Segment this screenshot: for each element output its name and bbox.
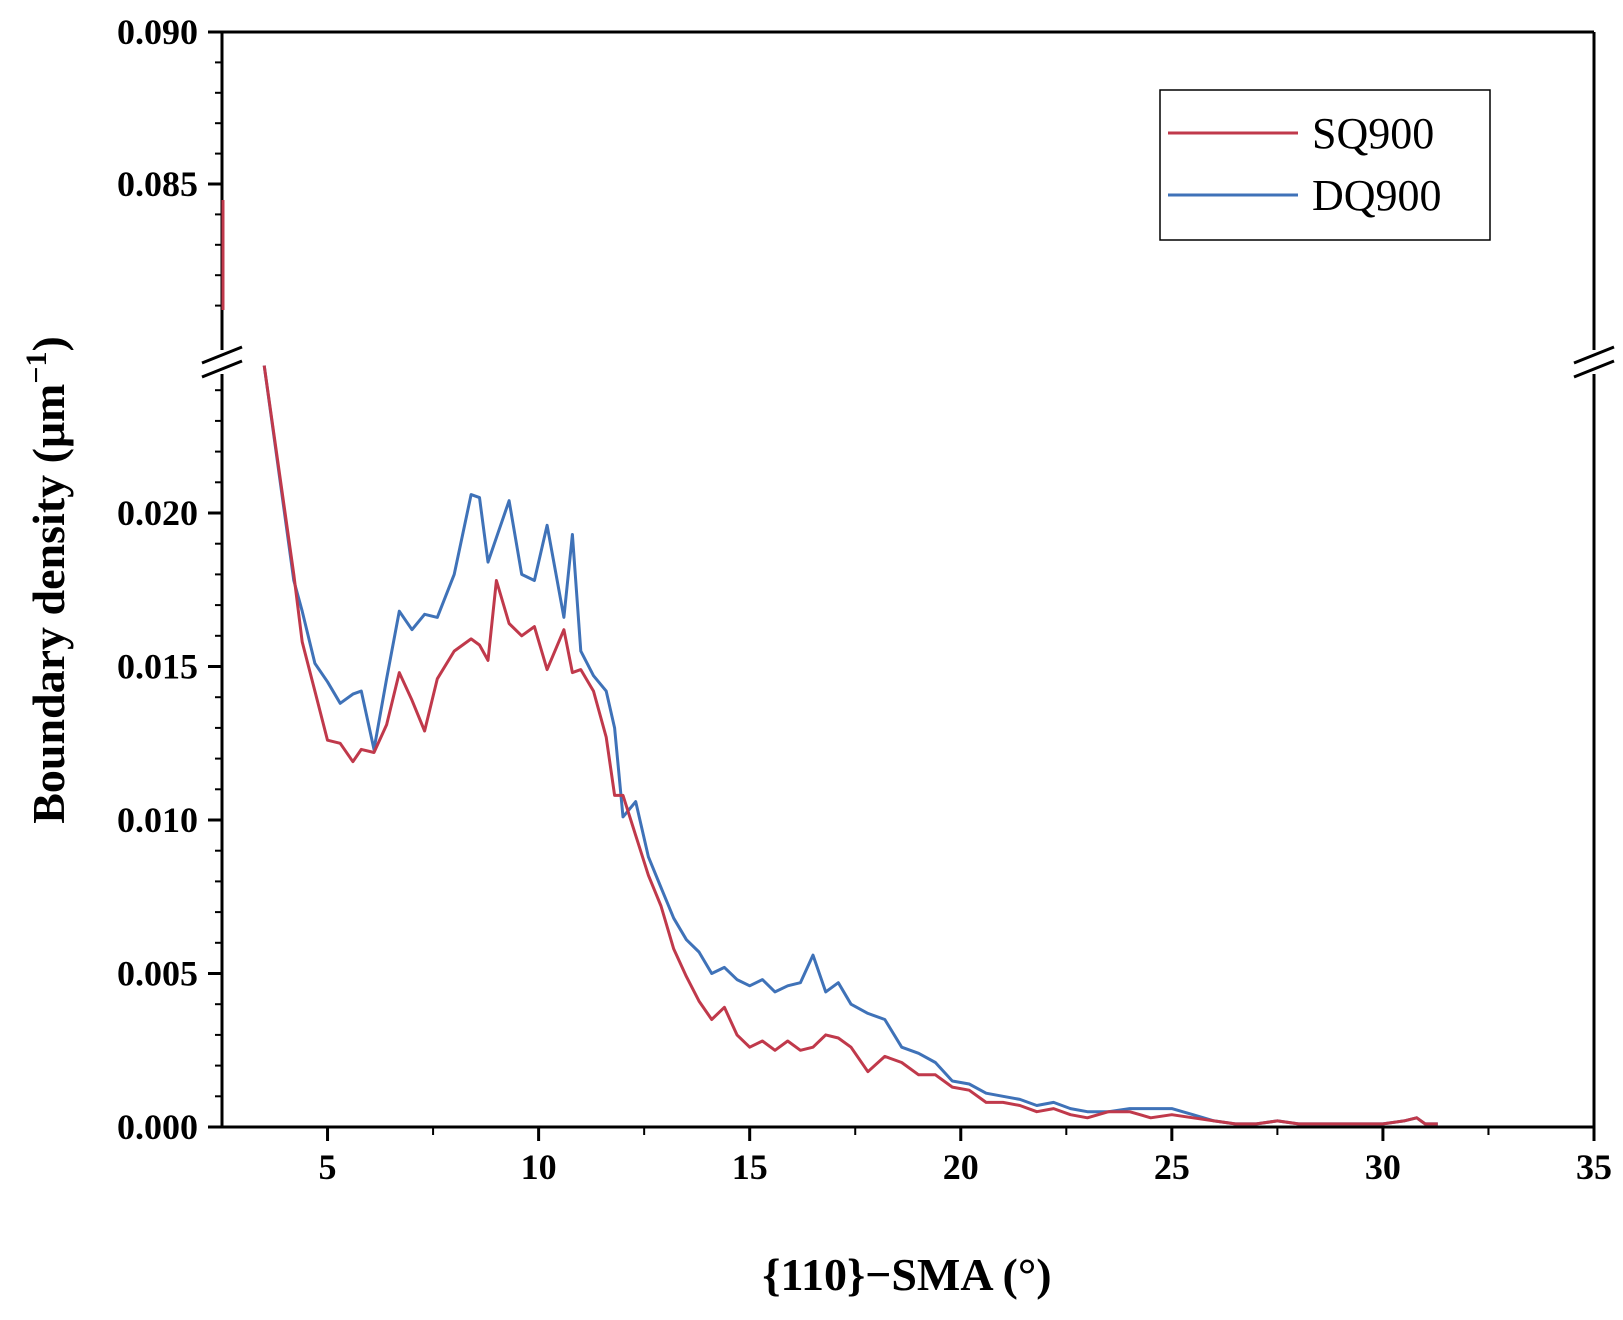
x-tick-label: 15 [732,1147,768,1187]
axis-break-marks [201,345,1615,379]
series-line-dq900 [262,365,1438,1126]
legend-label-dq900: DQ900 [1312,171,1442,220]
x-tick-label: 5 [319,1147,337,1187]
y-tick-label: 0.090 [117,12,198,52]
x-axis-title: {110}−SMA (°) [762,1249,1051,1300]
x-tick-label: 30 [1365,1147,1401,1187]
y-tick-label: 0.000 [117,1107,198,1147]
series-line-sq900 [262,365,1438,1126]
y-axis-title-superscript: −1 [20,352,53,384]
y-axis-title: Boundary density (μm−1) [20,336,74,824]
x-tick-label: 35 [1576,1147,1612,1187]
legend: SQ900 DQ900 [1159,89,1491,241]
plot-frame [220,30,1596,1129]
y-axis: 0.000 0.005 0.010 0.015 0.020 0.085 0.090 [117,12,222,1147]
y-tick-label: 0.085 [117,164,198,204]
y-axis-title-close: ) [23,336,74,351]
axis-break-mark [1573,359,1615,379]
axis-break-mark [201,359,243,379]
x-axis: 5 10 15 20 25 30 35 [319,1127,1612,1187]
x-tick-label: 20 [943,1147,979,1187]
legend-label-sq900: SQ900 [1312,109,1434,158]
x-tick-label: 25 [1154,1147,1190,1187]
axis-break-mark [201,345,243,365]
y-tick-label: 0.010 [117,800,198,840]
y-tick-label: 0.015 [117,647,198,687]
y-tick-label: 0.020 [117,493,198,533]
legend-box [1159,89,1491,241]
y-axis-title-main: Boundary density (μm [23,384,74,824]
series-layer [221,200,1438,1126]
x-tick-label: 10 [521,1147,557,1187]
y-tick-label: 0.005 [117,954,198,994]
axis-break-mark [1573,345,1615,365]
